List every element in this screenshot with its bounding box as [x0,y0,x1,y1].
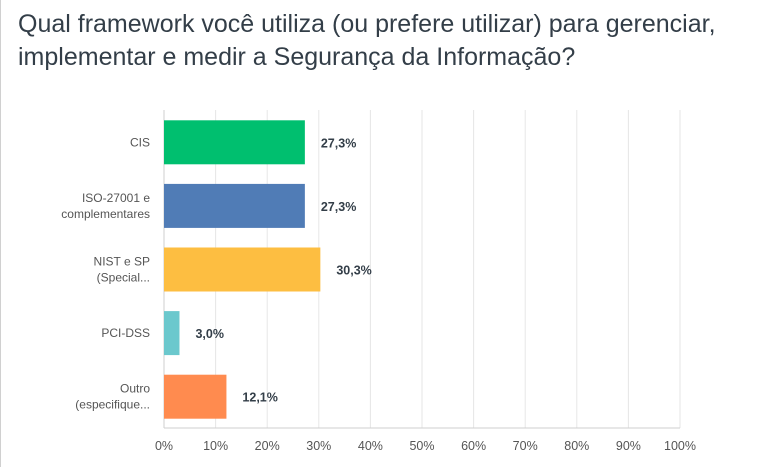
x-tick-label: 100% [664,439,696,453]
category-label: Outro [120,382,150,396]
value-label: 30,3% [336,264,371,278]
category-label: ISO-27001 e [82,191,150,205]
x-tick-label: 40% [358,439,383,453]
value-label: 3,0% [195,327,224,341]
x-tick-label: 20% [255,439,280,453]
bar [164,120,305,165]
x-tick-label: 90% [616,439,641,453]
x-tick-label: 80% [564,439,589,453]
bar [164,247,321,292]
category-label: (especifique... [75,398,150,412]
x-tick-label: 60% [461,439,486,453]
value-label: 12,1% [242,391,277,405]
x-tick-label: 10% [203,439,228,453]
question-title: Qual framework você utiliza (ou prefere … [18,10,716,71]
x-tick-label: 70% [513,439,538,453]
bar [164,311,180,356]
value-label: 27,3% [321,136,356,150]
category-label: CIS [130,135,150,149]
category-label: NIST e SP [94,255,150,269]
bar [164,183,305,228]
category-label: (Special... [97,271,150,285]
value-label: 27,3% [321,200,356,214]
x-tick-label: 50% [409,439,434,453]
category-label: PCI-DSS [101,326,150,340]
x-tick-label: 30% [306,439,331,453]
x-tick-label: 0% [155,439,173,453]
category-label: complementares [61,207,150,221]
bar [164,374,227,419]
